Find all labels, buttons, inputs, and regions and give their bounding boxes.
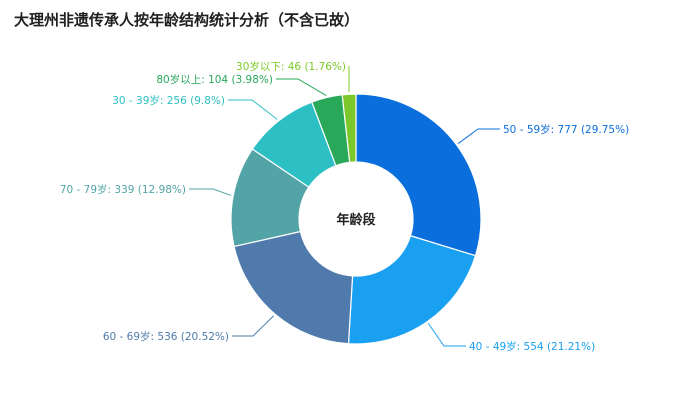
slice-label-4: 30 - 39岁: 256 (9.8%) <box>112 94 225 107</box>
slice-label-5: 80岁以上: 104 (3.98%) <box>156 73 273 86</box>
chart-title: 大理州非遗传承人按年龄结构统计分析（不含已故） <box>14 11 360 29</box>
donut-center-label: 年龄段 <box>336 212 375 228</box>
slice-label-6: 30岁以下: 46 (1.76%) <box>236 60 346 73</box>
leader-line-4 <box>228 99 278 120</box>
donut-slice-0[interactable] <box>355 93 482 257</box>
slice-label-1: 40 - 49岁: 554 (21.21%) <box>469 340 595 353</box>
donut-slice-2[interactable] <box>233 230 354 345</box>
slice-label-0: 50 - 59岁: 777 (29.75%) <box>503 123 629 136</box>
leader-line-5 <box>276 78 327 96</box>
leader-line-1 <box>427 323 466 347</box>
leader-line-2 <box>232 315 275 337</box>
leader-line-0 <box>457 128 500 144</box>
leader-line-3 <box>189 188 232 196</box>
slice-label-3: 70 - 79岁: 339 (12.98%) <box>60 183 186 196</box>
donut-slice-6[interactable] <box>341 93 357 164</box>
donut-slice-1[interactable] <box>347 235 477 345</box>
slice-label-2: 60 - 69岁: 536 (20.52%) <box>103 330 229 343</box>
